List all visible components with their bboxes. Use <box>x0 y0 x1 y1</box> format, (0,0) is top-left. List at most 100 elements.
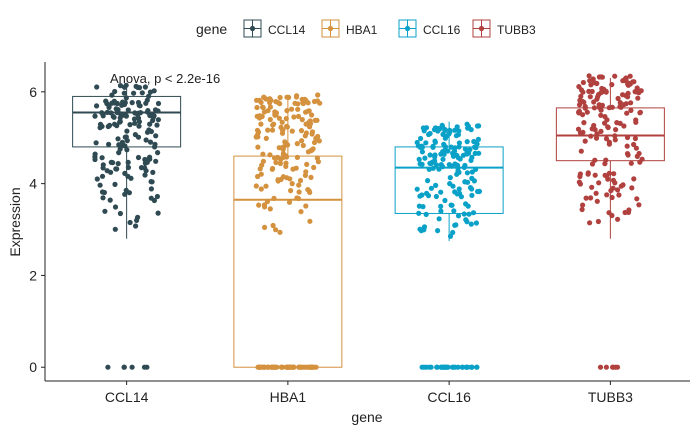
data-point <box>261 202 268 208</box>
data-point <box>284 123 290 129</box>
data-point <box>267 206 273 212</box>
data-point <box>155 117 161 123</box>
data-point <box>430 165 436 171</box>
data-point-zero <box>421 364 427 370</box>
data-point <box>287 176 293 182</box>
data-point <box>454 191 460 197</box>
data-point <box>129 100 135 106</box>
data-point <box>147 154 153 160</box>
data-point <box>288 188 294 194</box>
data-point <box>608 188 614 194</box>
data-point <box>604 117 610 123</box>
data-point <box>427 130 433 137</box>
data-point <box>461 211 467 217</box>
anova-annotation: Anova, p < 2.2e-16 <box>110 71 220 86</box>
data-point <box>620 182 626 188</box>
data-point <box>273 227 279 233</box>
data-point <box>295 106 301 112</box>
data-point <box>260 158 266 164</box>
data-point <box>451 208 457 214</box>
data-point <box>580 112 586 118</box>
data-point <box>634 196 640 202</box>
data-point <box>267 152 273 158</box>
data-point <box>260 151 266 157</box>
data-point <box>311 139 318 146</box>
data-point <box>588 133 594 139</box>
data-point <box>421 224 428 230</box>
data-point <box>428 185 434 191</box>
data-point <box>305 100 311 106</box>
data-point <box>447 129 453 135</box>
data-point <box>307 118 313 124</box>
x-tick-label: CCL14 <box>105 389 149 405</box>
data-point <box>603 136 610 142</box>
data-point <box>617 120 623 126</box>
data-point <box>438 151 444 157</box>
data-point <box>427 152 433 158</box>
data-point <box>155 150 161 156</box>
data-point <box>606 170 612 176</box>
data-point <box>419 149 425 155</box>
data-point <box>309 129 316 135</box>
data-point <box>442 135 448 141</box>
data-point-zero <box>129 364 135 370</box>
data-point <box>123 113 129 119</box>
data-point <box>629 185 635 191</box>
data-point <box>306 108 312 114</box>
data-point <box>317 100 323 106</box>
legend-label: TUBB3 <box>497 23 536 37</box>
data-point <box>106 103 112 109</box>
data-point <box>448 144 454 150</box>
data-point <box>310 146 316 152</box>
data-point <box>453 222 459 228</box>
data-point <box>253 183 259 189</box>
data-point <box>112 181 118 187</box>
data-point <box>303 203 309 209</box>
data-point <box>469 154 475 160</box>
data-point <box>139 90 145 96</box>
data-point <box>109 92 115 98</box>
data-point <box>135 134 142 140</box>
legend-label: CCL16 <box>423 23 461 37</box>
data-point <box>291 114 297 120</box>
data-point <box>596 74 603 80</box>
data-point <box>450 229 456 236</box>
data-point <box>414 186 420 192</box>
data-point <box>92 154 98 160</box>
data-point <box>93 140 99 146</box>
data-point <box>294 141 300 147</box>
data-point <box>416 156 422 162</box>
data-point <box>469 169 475 175</box>
data-point <box>280 127 286 133</box>
data-point <box>112 226 118 232</box>
data-point <box>286 94 292 100</box>
data-point <box>131 90 137 96</box>
data-point <box>589 184 595 190</box>
data-point <box>592 172 598 178</box>
data-point <box>267 116 273 123</box>
data-point <box>99 123 105 129</box>
data-point <box>595 94 601 100</box>
y-ticks: 0 2 4 6 <box>29 84 45 375</box>
data-point <box>125 164 131 171</box>
data-point <box>102 208 108 214</box>
data-point <box>124 147 130 153</box>
data-point <box>103 98 109 104</box>
data-point <box>142 165 148 171</box>
data-point <box>438 208 444 214</box>
y-axis-title: Expression <box>7 187 23 256</box>
data-point <box>470 210 477 216</box>
data-point <box>144 159 150 165</box>
data-point <box>295 101 301 107</box>
data-point <box>107 197 113 203</box>
data-point <box>447 233 454 239</box>
data-point <box>474 123 481 129</box>
data-point <box>127 219 133 226</box>
data-point <box>416 210 422 216</box>
data-point <box>283 163 289 169</box>
data-point <box>442 197 448 204</box>
data-point <box>423 140 429 146</box>
data-point <box>462 162 468 169</box>
data-point <box>628 160 634 166</box>
data-point <box>598 107 604 113</box>
